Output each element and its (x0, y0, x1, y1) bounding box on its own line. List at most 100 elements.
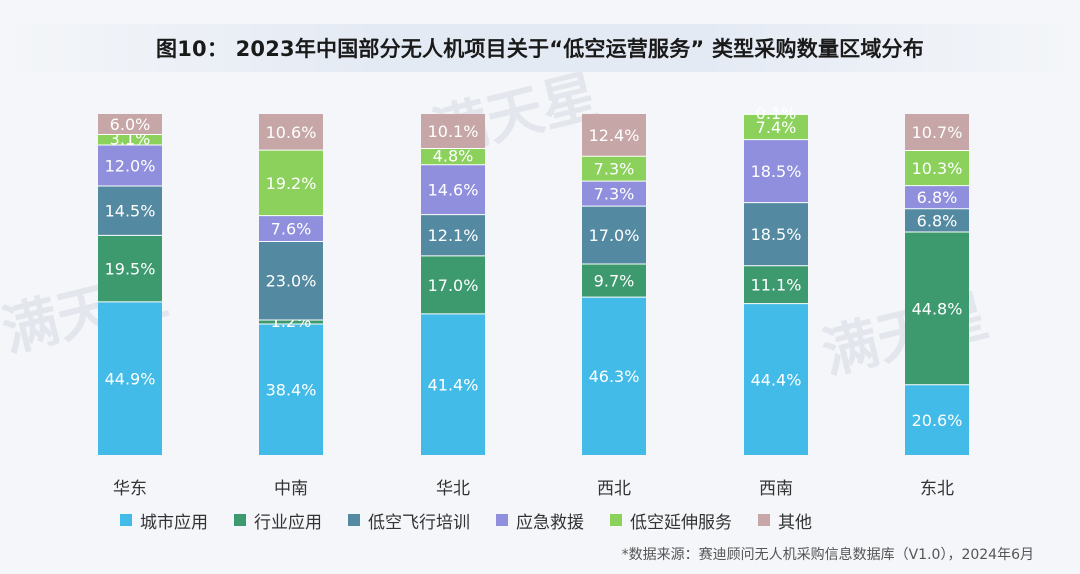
bar-segment (905, 384, 969, 455)
data-label: 46.3% (589, 367, 640, 386)
bar-segment (98, 134, 162, 146)
data-label: 38.4% (266, 381, 317, 400)
category-label: 华东 (113, 479, 147, 499)
data-label: 23.0% (266, 272, 317, 291)
data-label: 7.3% (594, 160, 635, 179)
bar-segment (259, 215, 323, 242)
bar-segment (905, 231, 969, 385)
category-label: 西北 (597, 479, 631, 499)
bar-segment (744, 303, 808, 455)
bar-segment (259, 241, 323, 320)
legend-swatch (496, 514, 508, 526)
bar-segment (259, 150, 323, 216)
bar-segment (259, 114, 323, 151)
data-label: 6.0% (110, 115, 151, 134)
bar-segment (744, 265, 808, 304)
data-label: 14.6% (428, 181, 479, 200)
bar-segment (905, 114, 969, 151)
bar-segment (582, 156, 646, 182)
legend-swatch (348, 514, 360, 526)
legend-label: 行业应用 (254, 512, 322, 533)
data-label: 41.4% (428, 375, 479, 394)
legend-item: 低空飞行培训 (348, 508, 470, 533)
bar-segment (582, 181, 646, 207)
bar-segment (421, 114, 485, 149)
data-label: 19.5% (105, 260, 156, 279)
bar-segment (744, 202, 808, 266)
bar-segment (582, 114, 646, 157)
title-bar: 图10： 2023年中国部分无人机项目关于“低空运营服务” 类型采购数量区域分布 (0, 24, 1080, 72)
data-label: 14.5% (105, 202, 156, 221)
legend-item: 其他 (758, 508, 812, 533)
data-label: 17.0% (428, 276, 479, 295)
category-label: 西南 (759, 479, 793, 499)
data-label: 10.7% (912, 123, 963, 142)
legend-swatch (120, 514, 132, 526)
bar-segment (582, 206, 646, 265)
bar-stack-5: 20.6% 44.8% 6.8% 6.8% 10.3% 10.7% (905, 114, 969, 455)
data-label: 44.4% (751, 370, 802, 389)
data-label: 4.8% (433, 147, 474, 166)
data-label: 18.5% (751, 162, 802, 181)
legend-swatch (234, 514, 246, 526)
data-label: 20.6% (912, 411, 963, 430)
bar-segment (421, 313, 485, 455)
legend-label: 其他 (778, 512, 812, 533)
data-label: 10.3% (912, 159, 963, 178)
legend-item: 低空延伸服务 (610, 508, 732, 533)
data-label: 0.1% (756, 104, 797, 123)
data-label: 19.2% (266, 174, 317, 193)
bar-segment (421, 255, 485, 314)
bar-segment (98, 114, 162, 135)
bar-segment (905, 150, 969, 186)
data-label: 7.3% (594, 185, 635, 204)
legend-item: 城市应用 (120, 508, 208, 533)
category-label: 中南 (274, 479, 308, 499)
chart-title: 图10： 2023年中国部分无人机项目关于“低空运营服务” 类型采购数量区域分布 (156, 37, 924, 61)
data-label: 17.0% (589, 226, 640, 245)
legend-label: 低空飞行培训 (368, 512, 470, 533)
bar-segment (98, 185, 162, 236)
category-label: 华北 (436, 479, 470, 499)
data-label: 10.6% (266, 123, 317, 142)
bar-segment (905, 208, 969, 232)
data-label: 12.1% (428, 226, 479, 245)
bar-segment (259, 319, 323, 325)
data-label: 44.9% (105, 369, 156, 388)
bar-segment (421, 214, 485, 256)
data-label: 7.6% (271, 220, 312, 239)
data-label: 18.5% (751, 225, 802, 244)
bar-segment (421, 164, 485, 215)
bar-segment (98, 301, 162, 455)
bar-stack-3: 46.3% 9.7% 17.0% 7.3% 7.3% 12.4% (582, 114, 646, 455)
data-label: 6.8% (917, 188, 958, 207)
bar-segment (905, 185, 969, 209)
legend-label: 城市应用 (140, 512, 208, 533)
bar-stack-0: 44.9%19.5%14.5%12.0%3.1%6.0% (98, 114, 162, 455)
bar-segment (582, 297, 646, 455)
chart-legend: 城市应用 行业应用 低空飞行培训 应急救援 低空延伸服务 其他 (120, 506, 980, 534)
legend-label: 低空延伸服务 (630, 512, 732, 533)
legend-label: 应急救援 (516, 512, 584, 533)
legend-swatch (758, 514, 770, 526)
bar-stack-2: 41.4% 17.0% 12.1% 14.6% 4.8% 10.1% (421, 114, 485, 455)
bar-stack-1: 38.4%1.2%23.0%7.6%19.2%10.6% (259, 114, 323, 455)
legend-item: 应急救援 (496, 508, 584, 533)
bar-segment (259, 324, 323, 455)
data-label: 6.8% (917, 211, 958, 230)
data-label: 12.0% (105, 156, 156, 175)
data-label: 11.1% (751, 276, 802, 295)
bar-segment (98, 145, 162, 186)
bar-stack-4: 44.4% 11.1% 18.5% 18.5% 7.4%0.1% (744, 104, 808, 455)
data-label: 7.4% (756, 118, 797, 137)
bar-segment (744, 114, 808, 140)
data-label: 9.7% (594, 272, 635, 291)
legend-swatch (610, 514, 622, 526)
bar-segment (744, 139, 808, 203)
bar-segment (421, 148, 485, 165)
data-label: 10.1% (428, 122, 479, 141)
legend-item: 行业应用 (234, 508, 322, 533)
source-note: *数据来源：赛迪顾问无人机采购信息数据库（V1.0），2024年6月 (621, 547, 1034, 563)
bar-segment (98, 235, 162, 302)
